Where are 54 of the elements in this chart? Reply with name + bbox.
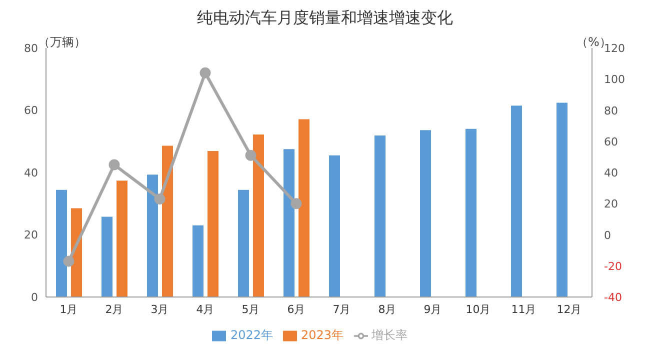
y-tick-label: 60	[24, 104, 38, 118]
x-tick-label: 11月	[511, 302, 536, 316]
bar	[298, 119, 310, 297]
x-tick-label: 3月	[150, 302, 169, 316]
bar	[511, 106, 522, 297]
bar	[238, 190, 249, 297]
legend-label: 2022年	[230, 328, 273, 342]
bar	[192, 225, 204, 297]
bar	[147, 174, 158, 297]
x-tick-label: 6月	[287, 302, 306, 316]
y2-tick-label: 0	[604, 228, 611, 242]
point	[200, 67, 211, 78]
bar	[116, 180, 128, 297]
bar	[374, 135, 386, 297]
y2-tick-label: 80	[604, 104, 618, 118]
y-tick-label: 40	[24, 166, 38, 180]
y2-tick-label: 20	[604, 198, 618, 211]
point	[290, 198, 302, 210]
point	[154, 193, 166, 204]
legend-label: 增长率	[372, 328, 408, 342]
x-tick-label: 8月	[378, 302, 396, 316]
y-tick-label: 80	[24, 42, 38, 55]
y-axis-title: （万辆）	[38, 34, 86, 51]
bar	[466, 128, 476, 297]
y2-tick-label: 40	[604, 166, 618, 180]
bar	[208, 151, 218, 297]
x-tick-label: 10月	[466, 302, 491, 316]
point	[245, 150, 256, 161]
x-tick-label: 12月	[556, 302, 582, 316]
legend-label: 2023年	[301, 328, 344, 342]
y-tick-label: 0	[31, 290, 38, 304]
bar	[253, 134, 264, 297]
point	[63, 256, 74, 267]
y2-tick-label: 60	[604, 135, 618, 148]
x-tick-label: 1月	[60, 302, 78, 316]
y2-tick-label: -40	[604, 291, 622, 304]
x-tick-label: 7月	[332, 302, 351, 316]
bar	[420, 130, 431, 297]
y-tick-label: 20	[24, 228, 38, 242]
x-tick-label: 4月	[196, 302, 214, 316]
bar	[162, 146, 173, 297]
bar	[102, 216, 112, 297]
bar	[556, 102, 568, 297]
bar	[56, 190, 67, 297]
y2-tick-label: 100	[604, 73, 625, 86]
bar	[284, 149, 294, 297]
x-tick-label: 5月	[242, 302, 260, 316]
point	[108, 159, 120, 170]
x-tick-label: 9月	[424, 302, 442, 316]
bar	[329, 155, 340, 297]
y2-tick-label: -20	[604, 260, 622, 273]
y2-tick-label: 120	[604, 42, 625, 55]
x-tick-label: 2月	[105, 302, 124, 316]
chart-title: 纯电动汽车月度销量和增速增速变化	[196, 8, 454, 29]
